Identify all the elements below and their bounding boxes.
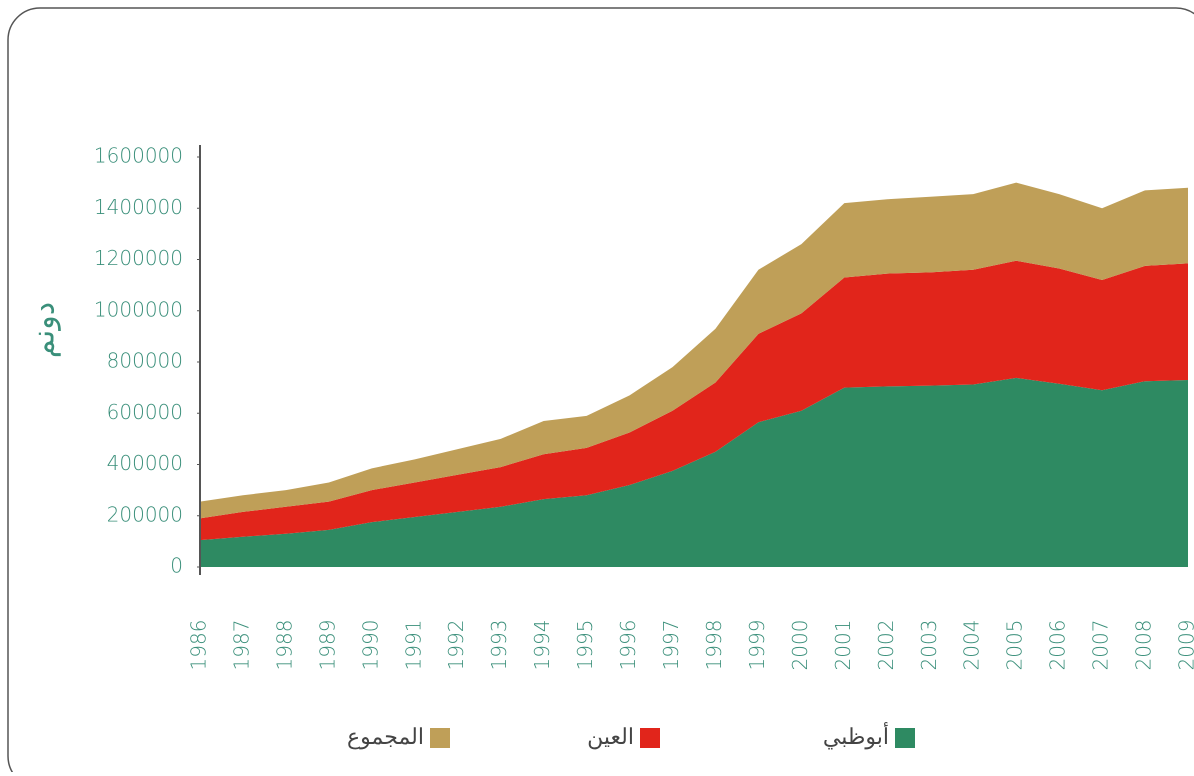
- y-tick-label: 400000: [107, 451, 183, 475]
- y-tick-label: 0: [170, 554, 183, 578]
- x-tick-label: 2002: [874, 620, 898, 671]
- x-tick-label: 2004: [960, 620, 984, 671]
- y-tick-label: 200000: [107, 502, 183, 526]
- x-tick-label: 1987: [229, 620, 253, 671]
- legend-swatch: [640, 728, 660, 748]
- x-tick-label: 1986: [187, 620, 211, 671]
- y-tick-label: 800000: [107, 349, 183, 373]
- legend-label: المجموع: [347, 725, 424, 750]
- x-tick-label: 2006: [1046, 620, 1070, 671]
- legend-swatch: [895, 728, 915, 748]
- x-tick-label: 1991: [401, 620, 425, 671]
- x-tick-label: 1988: [272, 620, 296, 671]
- y-tick-label: 1400000: [94, 195, 183, 219]
- x-tick-label: 1996: [616, 620, 640, 671]
- x-tick-label: 1999: [745, 620, 769, 671]
- y-tick-label: 1200000: [94, 246, 183, 270]
- x-tick-label: 1993: [487, 620, 511, 671]
- x-tick-label: 2007: [1089, 620, 1113, 671]
- x-tick-label: 2000: [788, 620, 812, 671]
- x-tick-label: 1995: [573, 620, 597, 671]
- x-tick-label: 1998: [702, 620, 726, 671]
- legend-label: أبوظبي: [823, 721, 889, 750]
- legend-label: العين: [587, 725, 634, 750]
- y-tick-label: 600000: [107, 400, 183, 424]
- x-tick-label: 2008: [1132, 620, 1156, 671]
- x-tick-label: 2005: [1003, 620, 1027, 671]
- x-tick-label: 1990: [358, 620, 382, 671]
- y-axis-label: دونم: [27, 302, 62, 358]
- y-tick-label: 1600000: [94, 144, 183, 168]
- x-tick-label: 1989: [315, 620, 339, 671]
- x-tick-label: 2009: [1175, 620, 1194, 671]
- x-tick-label: 1994: [530, 620, 554, 671]
- x-tick-label: 1992: [444, 620, 468, 671]
- legend-swatch: [430, 728, 450, 748]
- x-tick-label: 1997: [659, 620, 683, 671]
- y-tick-label: 1000000: [94, 297, 183, 321]
- x-tick-label: 2001: [831, 620, 855, 671]
- x-tick-label: 2003: [917, 620, 941, 671]
